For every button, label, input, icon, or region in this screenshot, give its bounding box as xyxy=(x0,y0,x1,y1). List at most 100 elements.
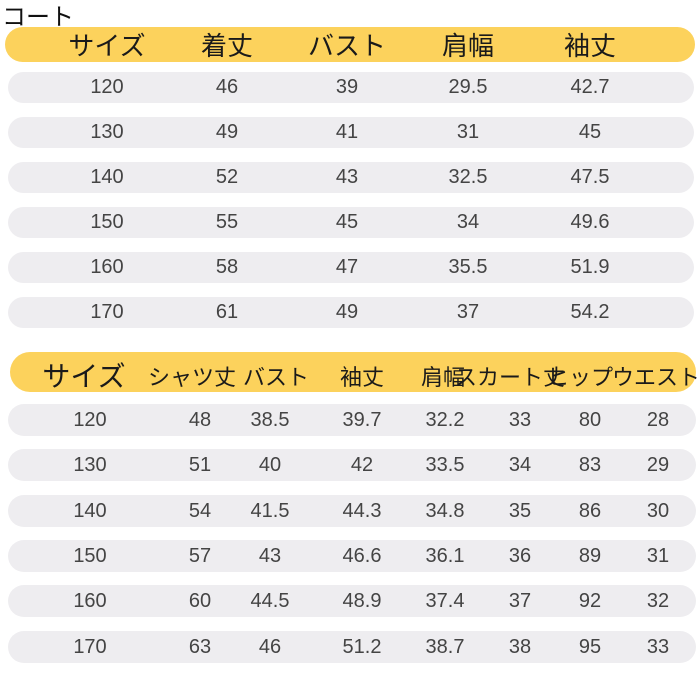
table-cell: 47.5 xyxy=(570,166,610,188)
table-cell: 49.6 xyxy=(570,211,610,233)
table-cell: 29 xyxy=(646,454,670,477)
table-cell: 160 xyxy=(90,256,124,278)
table-cell: 61 xyxy=(215,301,239,323)
table-cell: 41.5 xyxy=(250,499,290,522)
set-header-cell: 肩幅 xyxy=(420,366,466,391)
table-cell: 36.1 xyxy=(425,544,465,567)
table-cell: 83 xyxy=(578,454,602,477)
table-cell: 35 xyxy=(508,499,532,522)
table-cell: 33 xyxy=(646,635,670,658)
table-cell: 140 xyxy=(73,499,107,522)
table-cell: 39.7 xyxy=(342,409,382,431)
table-row xyxy=(8,539,696,572)
table-cell: 49 xyxy=(215,121,239,143)
table-cell: 42 xyxy=(350,454,374,477)
table-cell: 43 xyxy=(258,544,282,567)
set-header-row xyxy=(10,352,696,392)
table-cell: 130 xyxy=(90,121,124,143)
set-header-cell: シャツ丈 xyxy=(147,366,237,391)
table-cell: 170 xyxy=(90,301,124,323)
table-cell: 89 xyxy=(578,544,602,567)
table-cell: 42.7 xyxy=(570,76,610,98)
table-cell: 33.5 xyxy=(425,454,465,477)
table-cell: 51 xyxy=(188,454,212,477)
set-header-cell: サイズ xyxy=(42,360,126,393)
table-cell: 60 xyxy=(188,590,212,613)
coat-header-row xyxy=(5,27,695,62)
table-cell: 52 xyxy=(215,166,239,188)
table-cell: 40 xyxy=(258,454,282,477)
table-cell: 170 xyxy=(73,635,107,658)
table-cell: 28 xyxy=(646,409,670,431)
table-cell: 92 xyxy=(578,590,602,613)
table-cell: 32.2 xyxy=(425,409,465,431)
table-cell: 150 xyxy=(73,544,107,567)
table-cell: 34 xyxy=(456,211,480,233)
table-cell: 80 xyxy=(578,409,602,431)
table-cell: 44.5 xyxy=(250,590,290,613)
table-cell: 34.8 xyxy=(425,499,465,522)
table-row xyxy=(8,252,694,283)
table-cell: 34 xyxy=(508,454,532,477)
set-header-cell: バスト xyxy=(242,366,310,391)
table-cell: 35.5 xyxy=(448,256,488,278)
table-cell: 48 xyxy=(188,409,212,431)
table-cell: 38.5 xyxy=(250,409,290,431)
table-cell: 45 xyxy=(335,211,359,233)
table-cell: 37.4 xyxy=(425,590,465,613)
coat-header-cell: 肩幅 xyxy=(441,32,495,62)
table-cell: 31 xyxy=(646,544,670,567)
table-cell: 38.7 xyxy=(425,635,465,658)
table-cell: 36 xyxy=(508,544,532,567)
table-cell: 54 xyxy=(188,499,212,522)
table-cell: 48.9 xyxy=(342,590,382,613)
table-row xyxy=(8,585,696,618)
coat-header-cell: 袖丈 xyxy=(563,32,617,62)
coat-header-cell: バスト xyxy=(307,32,387,62)
table-cell: 37 xyxy=(508,590,532,613)
table-cell: 55 xyxy=(215,211,239,233)
table-cell: 41 xyxy=(335,121,359,143)
table-row xyxy=(8,117,694,148)
table-cell: 46 xyxy=(215,76,239,98)
set-header-cell: 袖丈 xyxy=(339,366,385,391)
coat-title: コート xyxy=(2,3,74,31)
table-cell: 29.5 xyxy=(448,76,488,98)
table-cell: 51.9 xyxy=(570,256,610,278)
table-cell: 63 xyxy=(188,635,212,658)
table-cell: 39 xyxy=(335,76,359,98)
set-header-cell: スカート丈 xyxy=(454,366,566,391)
table-cell: 58 xyxy=(215,256,239,278)
table-cell: 37 xyxy=(456,301,480,323)
table-cell: 54.2 xyxy=(570,301,610,323)
table-cell: 31 xyxy=(456,121,480,143)
table-cell: 43 xyxy=(335,166,359,188)
table-row xyxy=(8,630,696,663)
table-row xyxy=(8,72,694,103)
table-row xyxy=(8,207,694,238)
coat-header-cell: サイズ xyxy=(68,32,146,62)
table-cell: 33 xyxy=(508,409,532,431)
table-cell: 160 xyxy=(73,590,107,613)
table-cell: 51.2 xyxy=(342,635,382,658)
table-cell: 32.5 xyxy=(448,166,488,188)
table-row xyxy=(8,404,696,436)
table-cell: 38 xyxy=(508,635,532,658)
table-cell: 45 xyxy=(578,121,602,143)
table-cell: 95 xyxy=(578,635,602,658)
table-cell: 86 xyxy=(578,499,602,522)
table-cell: 30 xyxy=(646,499,670,522)
table-cell: 130 xyxy=(73,454,107,477)
table-cell: 47 xyxy=(335,256,359,278)
table-cell: 120 xyxy=(90,76,124,98)
table-cell: 46 xyxy=(258,635,282,658)
table-cell: 140 xyxy=(90,166,124,188)
table-cell: 46.6 xyxy=(342,544,382,567)
table-cell: 44.3 xyxy=(342,499,382,522)
set-header-cell: ヒップ xyxy=(546,366,614,391)
table-cell: 120 xyxy=(73,409,107,431)
table-cell: 49 xyxy=(335,301,359,323)
table-row xyxy=(8,449,696,482)
table-row xyxy=(8,162,694,193)
table-cell: 32 xyxy=(646,590,670,613)
